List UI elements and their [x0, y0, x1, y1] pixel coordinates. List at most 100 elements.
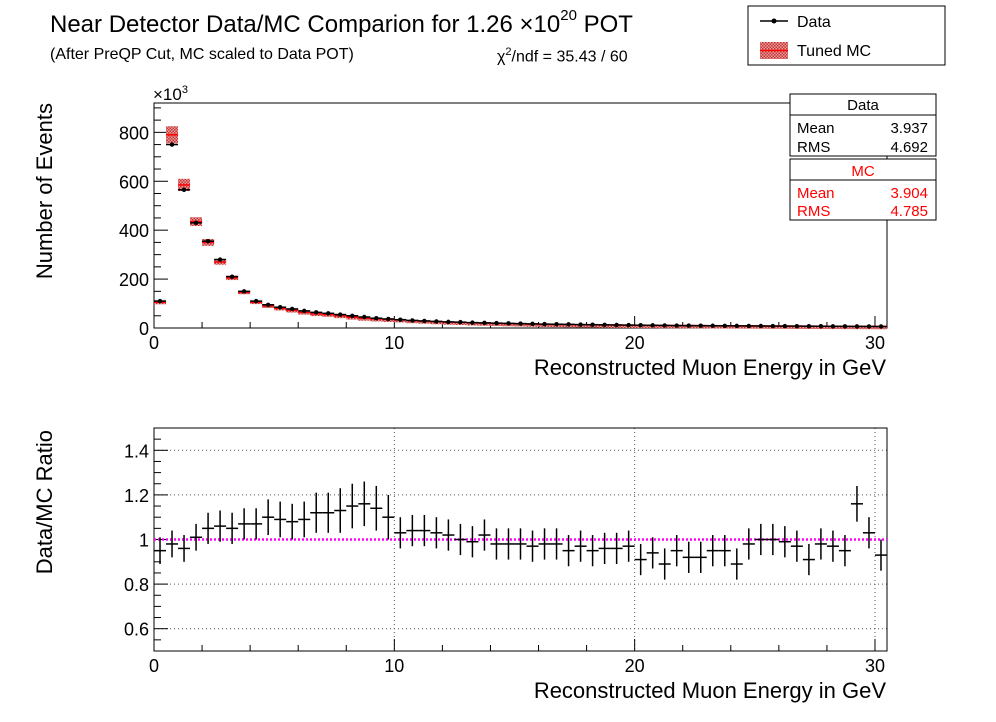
legend-mc-label: Tuned MC [797, 43, 871, 60]
stats-mc-rms-value: 4.785 [890, 203, 928, 220]
bottom-panel: 0 10 20 30 0.6 0.8 1 1.2 1.4 Reconstructed Muon … [32, 427, 888, 703]
mc-band [346, 316, 359, 320]
chart-title-suffix: POT [576, 11, 633, 38]
data-point [626, 322, 631, 328]
data-point [205, 238, 211, 244]
data-point [554, 322, 559, 327]
chart-title-exponent: 20 [560, 7, 577, 24]
data-point [650, 323, 655, 328]
top-y-tick-label: 800 [119, 123, 149, 143]
data-point [289, 306, 295, 312]
data-point [157, 298, 163, 304]
data-point [494, 320, 499, 326]
data-point [770, 323, 776, 329]
data-point [830, 324, 836, 329]
top-plot-frame [153, 102, 888, 329]
top-panel: 0 10 20 30 0 200 400 600 800 ×103 Reconstructed … [32, 84, 888, 380]
y-multiplier: ×103 [153, 84, 188, 104]
data-point [169, 142, 175, 147]
data-point [386, 316, 391, 322]
bottom-x-tick-label: 10 [384, 656, 404, 676]
data-point [181, 187, 187, 193]
data-point [710, 323, 715, 328]
data-point [638, 322, 643, 328]
data-point [229, 274, 235, 279]
data-point [590, 322, 595, 327]
top-x-tick-label: 30 [865, 333, 885, 353]
bottom-x-tick-label: 30 [865, 656, 885, 676]
data-point [350, 313, 355, 318]
stats-data-title: Data [847, 97, 879, 114]
stats-mc-mean-label: Mean [797, 185, 835, 202]
top-y-tick-label: 600 [119, 172, 149, 192]
data-point [842, 324, 848, 329]
data-point [241, 289, 247, 294]
bottom-x-tick-label: 20 [625, 656, 645, 676]
data-point [338, 312, 343, 317]
bottom-y-tick-label: 1.2 [124, 486, 149, 506]
data-point [253, 298, 259, 304]
data-point [542, 321, 547, 327]
bottom-x-axis-label: Reconstructed Muon Energy in GeV [534, 678, 887, 703]
data-point [446, 319, 451, 325]
data-point [410, 318, 415, 323]
mc-bands [154, 126, 887, 330]
data-point [818, 324, 824, 329]
chi2-symbol: χ [497, 48, 506, 66]
chi2-value: /ndf = 35.43 / 60 [511, 48, 628, 66]
top-x-axis-label: Reconstructed Muon Energy in GeV [534, 355, 887, 380]
data-point [470, 320, 475, 325]
data-point [314, 310, 319, 315]
stats-mc-rms-label: RMS [797, 203, 830, 220]
stats-box-data: Data Mean 3.937 RMS 4.692 [789, 93, 937, 157]
stats-data-frame [789, 93, 937, 157]
ratio-points [154, 481, 887, 580]
data-point [782, 323, 788, 329]
data-point [866, 324, 872, 329]
data-point [302, 308, 307, 314]
data-points [154, 142, 887, 329]
data-point [362, 314, 367, 320]
data-point [482, 320, 487, 326]
data-point [674, 323, 679, 328]
data-point [265, 302, 271, 307]
stats-box-mc: MC Mean 3.904 RMS 4.785 [789, 158, 937, 221]
data-point [854, 324, 860, 329]
data-point [506, 321, 511, 326]
data-point [758, 323, 764, 329]
data-point [578, 322, 583, 327]
data-point [662, 323, 667, 328]
bottom-y-tick-label: 1.4 [124, 441, 149, 461]
data-point [614, 322, 619, 328]
data-point [422, 318, 427, 324]
bottom-y-tick-label: 1 [139, 531, 149, 551]
data-point [746, 323, 752, 329]
data-point [326, 311, 331, 316]
data-point [686, 323, 691, 328]
legend: Data Tuned MC [747, 5, 946, 66]
bottom-y-axis-label: Data/MC Ratio [32, 430, 57, 574]
mc-band [310, 313, 323, 317]
chi2-exponent: 2 [505, 46, 512, 58]
data-point [374, 316, 379, 321]
top-x-tick-label: 0 [149, 333, 159, 353]
top-y-tick-label: 0 [139, 319, 149, 339]
mc-band [298, 311, 311, 315]
data-point [566, 322, 571, 327]
stats-mc-title: MC [851, 163, 874, 180]
stats-mc-mean-value: 3.904 [890, 185, 928, 202]
top-x-tick-label: 20 [625, 333, 645, 353]
data-point [458, 319, 463, 325]
data-point [434, 319, 439, 324]
data-point [602, 322, 607, 328]
stats-data-rms-label: RMS [797, 139, 830, 156]
data-point [277, 305, 283, 310]
chart-subtitle: (After PreQP Cut, MC scaled to Data POT) [50, 46, 354, 63]
top-axis-ticks: 0 10 20 30 0 200 400 600 800 [119, 107, 885, 353]
data-point [734, 323, 739, 329]
data-point [217, 257, 223, 262]
bottom-y-tick-label: 0.6 [124, 620, 149, 640]
data-point [193, 220, 199, 226]
chart-title: Near Detector Data/MC Comparion for 1.26… [50, 7, 633, 39]
data-point [698, 323, 703, 328]
